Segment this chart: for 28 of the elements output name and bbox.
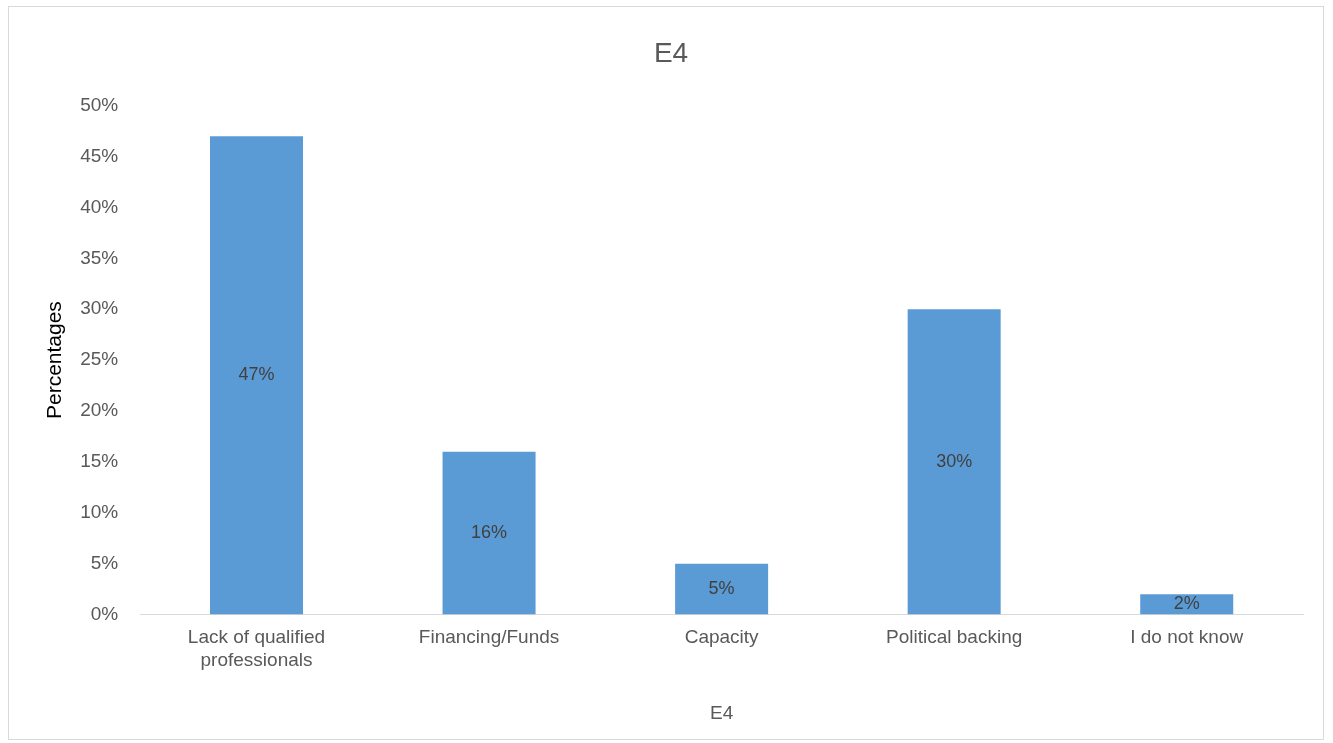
x-tick-label: Financing/Funds [418,626,560,648]
y-tick-label: 30% [80,297,119,319]
y-tick-label: 35% [80,246,119,268]
data-label: 2% [1173,593,1200,614]
data-label: 16% [471,522,508,543]
chart-title: E4 [653,36,689,68]
x-tick-label: Political backing [886,626,1023,648]
x-tick-label: Capacity [684,626,760,648]
y-tick-label: 10% [80,501,119,523]
x-tick-label: Lack of qualified professionals [187,626,326,671]
y-tick-label: 25% [80,348,119,370]
bar [209,136,304,615]
y-tick-label: 40% [80,195,119,217]
bar [442,451,536,615]
data-label: 30% [936,450,973,471]
bar [907,309,1001,615]
y-tick-label: 5% [90,551,119,573]
y-tick-label: 0% [90,602,119,624]
y-tick-label: 15% [80,450,119,472]
bar [675,563,769,615]
data-label: 47% [238,364,275,385]
x-tick-label: I do not know [1130,626,1244,648]
y-tick-label: 45% [80,144,119,166]
y-tick-label: 50% [80,93,119,115]
y-axis-title: Percentages [42,301,66,420]
data-label: 5% [708,578,735,599]
x-axis-title: E4 [709,701,734,723]
y-tick-label: 20% [80,399,119,421]
